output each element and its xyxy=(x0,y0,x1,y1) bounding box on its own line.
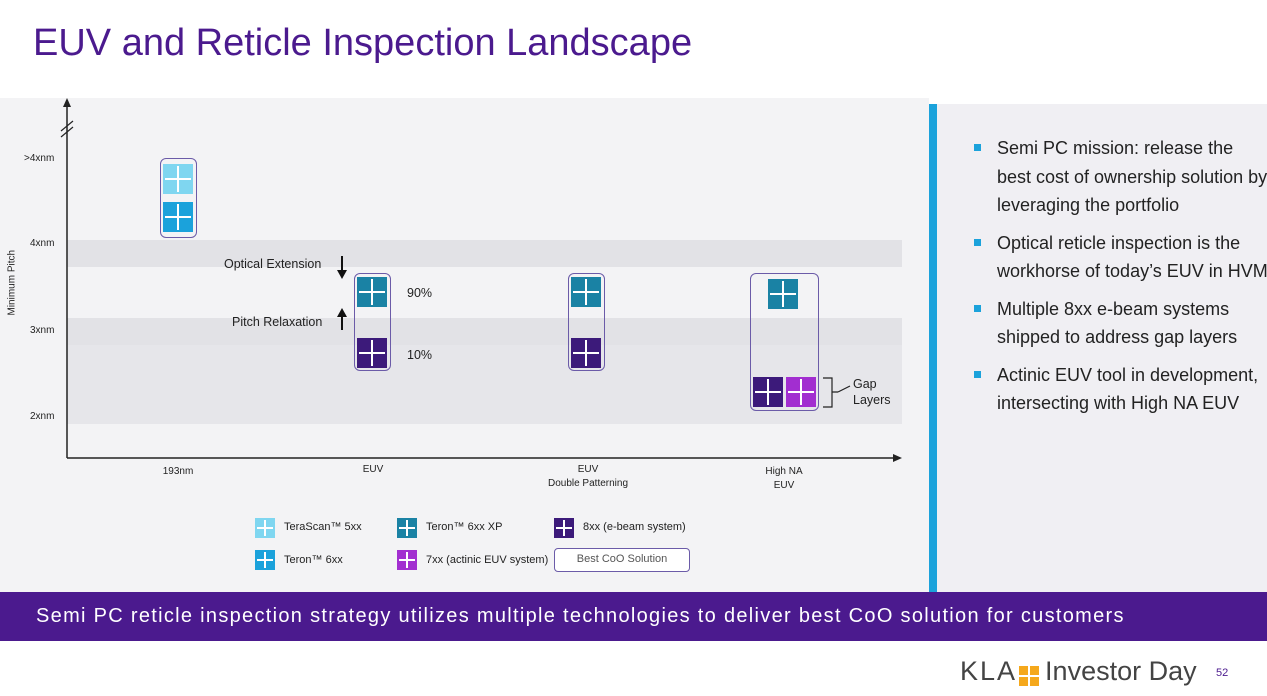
teron-6xx-xp-icon xyxy=(571,277,601,307)
legend-ebeam-8xx-icon xyxy=(554,518,574,538)
legend-terascan-label: TeraScan™ 5xx xyxy=(284,521,362,533)
bullet-item: Optical reticle inspection is the workho… xyxy=(971,229,1267,286)
group-euv xyxy=(354,273,391,371)
bullet-text: Optical reticle inspection is the workho… xyxy=(997,232,1267,282)
x-tick-label: EUV xyxy=(303,463,443,477)
page-number: 52 xyxy=(1216,667,1229,679)
teron-6xx-xp-icon xyxy=(357,277,387,307)
legend-teron-6xx-label: Teron™ 6xx xyxy=(284,554,343,566)
axis-break-mark xyxy=(60,120,74,132)
x-tick-line1: 193nm xyxy=(162,466,194,477)
ebeam-8xx-icon xyxy=(753,377,783,407)
gap-layers-bracket xyxy=(823,377,838,408)
y-tick-label: 4xnm xyxy=(30,238,55,249)
page-title: EUV and Reticle Inspection Landscape xyxy=(33,22,693,64)
x-tick-label: 193nm xyxy=(108,465,248,479)
share-10-label: 10% xyxy=(407,348,433,362)
group-euv-double-patterning xyxy=(568,273,605,371)
teron-6xx-xp-icon xyxy=(768,279,798,309)
legend-ebeam-8xx-label: 8xx (e-beam system) xyxy=(583,521,686,533)
x-tick-line1: EUV xyxy=(577,464,599,475)
chart-axes xyxy=(60,98,902,462)
bullet-item: Actinic EUV tool in development, interse… xyxy=(971,361,1267,418)
gap-layers-label: Layers xyxy=(853,393,891,407)
bullet-marker xyxy=(974,370,981,378)
actinic-7xx-icon xyxy=(786,377,816,407)
bullet-marker xyxy=(974,144,981,151)
optical-extension-label: Optical Extension xyxy=(224,257,322,271)
teron-6xx-icon xyxy=(163,202,193,232)
x-tick-line2: Double Patterning xyxy=(547,478,629,489)
legend-teron-6xx-xp-icon xyxy=(397,518,417,538)
x-tick-label: High NA EUV xyxy=(714,465,854,493)
ebeam-8xx-icon xyxy=(357,338,387,368)
x-tick-line2: EUV xyxy=(773,480,795,491)
bullet-list: Semi PC mission: release the best cost o… xyxy=(971,134,1267,427)
x-tick-label: EUV Double Patterning xyxy=(518,463,658,491)
band-optical-extension xyxy=(67,240,902,267)
bullet-text: Semi PC mission: release the best cost o… xyxy=(997,138,1267,215)
x-axis-arrow xyxy=(893,454,902,462)
group-193nm xyxy=(160,158,197,238)
share-90-label: 90% xyxy=(407,286,433,300)
band-pitch-relaxation xyxy=(67,318,902,345)
bullet-marker xyxy=(974,238,981,246)
event-name: Investor Day xyxy=(1045,656,1197,686)
legend-teron-6xx-xp-label: Teron™ 6xx XP xyxy=(426,521,503,533)
down-arrow-head xyxy=(337,270,347,279)
group-high-na-euv xyxy=(750,273,819,411)
summary-banner: Semi PC reticle inspection strategy util… xyxy=(0,592,1267,641)
bullet-text: Actinic EUV tool in development, interse… xyxy=(997,364,1259,414)
bullet-item: Semi PC mission: release the best cost o… xyxy=(971,134,1267,220)
axis-break-mark xyxy=(60,126,74,138)
y-tick-label: >4xnm xyxy=(24,153,55,164)
ebeam-8xx-icon xyxy=(571,338,601,368)
y-axis-arrow xyxy=(63,98,71,107)
kla-plus-icon xyxy=(1019,662,1040,686)
up-arrow-head xyxy=(337,308,347,317)
terascan-icon xyxy=(163,164,193,194)
side-panel: Semi PC mission: release the best cost o… xyxy=(929,104,1267,592)
y-tick-label: 2xnm xyxy=(30,411,55,422)
pitch-relaxation-label: Pitch Relaxation xyxy=(232,315,323,329)
x-tick-line1: High NA xyxy=(765,466,803,477)
y-axis-label: Minimum Pitch xyxy=(6,249,18,316)
gap-layers-leader xyxy=(837,385,851,393)
x-tick-line1: EUV xyxy=(362,464,384,475)
y-tick-label: 3xnm xyxy=(30,325,55,336)
kla-logo-text: KLA xyxy=(960,656,1018,686)
bullet-marker xyxy=(974,304,981,312)
legend-best-coo: Best CoO Solution xyxy=(554,548,690,572)
legend-actinic-7xx-label: 7xx (actinic EUV system) xyxy=(426,554,549,566)
legend-terascan-icon xyxy=(255,518,275,538)
legend-teron-6xx-icon xyxy=(255,550,275,570)
bullet-item: Multiple 8xx e-beam systems shipped to a… xyxy=(971,295,1267,352)
gap-layers-label: Gap xyxy=(853,377,877,391)
legend-actinic-7xx-icon xyxy=(397,550,417,570)
bullet-text: Multiple 8xx e-beam systems shipped to a… xyxy=(997,298,1238,348)
footer-brand: KLA Investor Day xyxy=(960,656,1197,687)
